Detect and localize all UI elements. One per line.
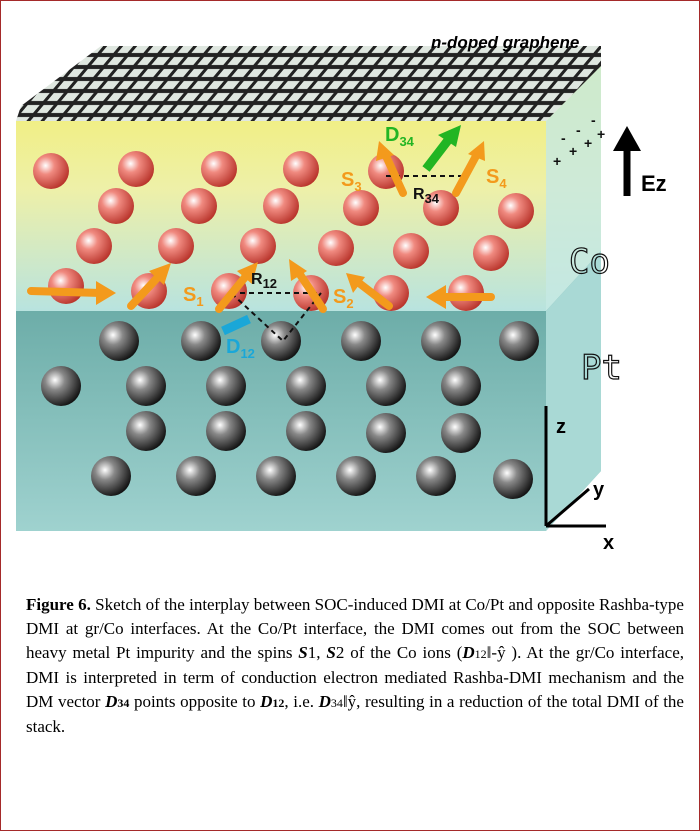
caption-index: 34 bbox=[331, 696, 343, 710]
label-part: D bbox=[385, 124, 399, 146]
caption-label: Figure 6. bbox=[26, 595, 91, 614]
label-part: S bbox=[333, 286, 346, 308]
caption-text: of the Co ions ( bbox=[344, 643, 462, 662]
label-part: 12 bbox=[240, 346, 254, 361]
label-part: 2 bbox=[346, 296, 353, 311]
label-part: S bbox=[183, 284, 196, 306]
pt-label: Pt bbox=[581, 348, 622, 388]
charge: - bbox=[591, 112, 596, 128]
ez-arrowhead bbox=[613, 126, 641, 151]
caption-symbol: S bbox=[326, 643, 335, 662]
charge: + bbox=[584, 135, 592, 151]
label-part: 34 bbox=[399, 134, 414, 149]
z-label: z bbox=[556, 416, 566, 438]
label-part: 4 bbox=[499, 176, 507, 191]
caption-symbol: D bbox=[260, 692, 272, 711]
caption-symbol: D bbox=[319, 692, 331, 711]
caption-symbol: D bbox=[105, 692, 117, 711]
charge: - bbox=[561, 130, 566, 146]
illustration: n-doped graphene D34 S3 S4 R34 Ez Co S1 … bbox=[1, 1, 700, 561]
caption-text: , i.e. bbox=[284, 692, 318, 711]
ez-label: Ez bbox=[641, 171, 667, 196]
caption-symbol: S bbox=[298, 643, 307, 662]
graphene-layer bbox=[16, 46, 601, 121]
label-part: D bbox=[226, 336, 240, 358]
label-part: S bbox=[486, 166, 499, 188]
label-part: R bbox=[251, 271, 263, 288]
caption-index: 12 bbox=[272, 696, 284, 710]
label-part: 3 bbox=[354, 179, 361, 194]
caption-index: 1 bbox=[308, 643, 317, 662]
label-part: 1 bbox=[196, 294, 203, 309]
caption-index: 34 bbox=[117, 696, 129, 710]
caption-text: , bbox=[316, 643, 326, 662]
charge: + bbox=[553, 153, 561, 169]
caption-symbol: D bbox=[462, 643, 474, 662]
caption-text: points opposite to bbox=[129, 692, 260, 711]
page: n-doped graphene D34 S3 S4 R34 Ez Co S1 … bbox=[0, 0, 700, 831]
x-label: x bbox=[603, 532, 614, 554]
caption-index: 12 bbox=[475, 647, 487, 661]
charge: + bbox=[597, 126, 605, 142]
label-part: 34 bbox=[425, 191, 440, 206]
label-part: S bbox=[341, 169, 354, 191]
charge: + bbox=[569, 143, 577, 159]
y-label: y bbox=[593, 479, 605, 501]
label-part: 12 bbox=[263, 276, 277, 291]
charge: - bbox=[576, 122, 581, 138]
label-part: R bbox=[413, 186, 425, 203]
figure-caption: Figure 6. Sketch of the interplay betwee… bbox=[26, 593, 684, 739]
co-label: Co bbox=[569, 242, 610, 282]
graphene-label: n-doped graphene bbox=[431, 33, 579, 52]
